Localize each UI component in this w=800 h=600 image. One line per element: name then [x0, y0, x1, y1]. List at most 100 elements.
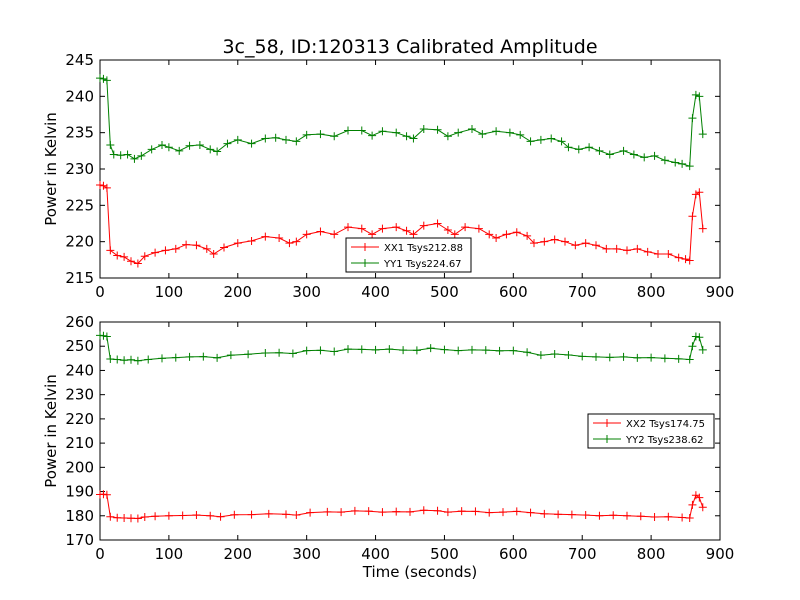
data-point-marker — [133, 259, 142, 268]
y-tick-label: 190 — [65, 483, 94, 501]
series-line — [99, 77, 704, 167]
data-point-marker — [633, 244, 642, 253]
data-point-marker — [247, 139, 256, 148]
data-point-marker — [602, 244, 611, 253]
data-point-marker — [330, 347, 339, 356]
y-tick-label: 240 — [65, 361, 94, 379]
data-point-marker — [443, 226, 452, 235]
data-point-marker — [247, 510, 256, 519]
y-tick-label: 230 — [65, 386, 94, 404]
data-point-marker — [512, 228, 521, 237]
x-tick-label: 200 — [223, 283, 252, 301]
x-tick-label: 900 — [706, 545, 735, 563]
legend-swatch-marker — [603, 419, 611, 427]
legend-label: XX1 Tsys212.88 — [384, 243, 463, 254]
legend-swatch-marker — [361, 243, 369, 251]
data-point-marker — [316, 227, 325, 236]
data-point-marker — [302, 346, 311, 355]
data-point-marker — [316, 130, 325, 139]
data-point-marker — [695, 188, 704, 197]
x-tick-label: 500 — [430, 283, 459, 301]
y-tick-label: 235 — [65, 124, 94, 142]
data-point-marker — [151, 248, 160, 257]
y-tick-label: 260 — [65, 313, 94, 331]
data-point-marker — [223, 139, 232, 148]
x-tick-label: 0 — [95, 283, 105, 301]
data-point-marker — [526, 508, 535, 517]
data-point-marker — [120, 356, 129, 365]
y-tick-label: 225 — [65, 196, 94, 214]
data-point-marker — [481, 346, 490, 355]
x-tick-label: 300 — [292, 283, 321, 301]
data-point-marker — [216, 512, 225, 521]
data-point-marker — [457, 507, 466, 516]
data-point-marker — [540, 509, 549, 518]
data-point-marker — [127, 257, 135, 266]
data-point-marker — [605, 353, 614, 362]
x-tick-label: 0 — [95, 545, 105, 563]
data-point-marker — [471, 507, 480, 516]
data-point-marker — [164, 511, 173, 520]
data-point-marker — [550, 235, 559, 244]
data-point-marker — [523, 348, 532, 357]
data-point-marker — [233, 239, 242, 248]
data-point-marker — [495, 346, 504, 355]
data-point-marker — [140, 512, 149, 521]
data-point-marker — [137, 151, 146, 160]
data-point-marker — [526, 137, 535, 146]
data-point-marker — [647, 353, 656, 362]
data-point-marker — [468, 345, 476, 354]
data-point-marker — [368, 131, 377, 140]
data-point-marker — [691, 332, 700, 341]
data-point-marker — [199, 352, 208, 361]
data-point-marker — [171, 244, 180, 253]
data-point-marker — [392, 223, 401, 232]
data-point-marker — [306, 508, 315, 517]
legend-label: YY2 Tsys238.62 — [625, 435, 704, 446]
data-point-marker — [433, 506, 442, 515]
data-point-marker — [640, 153, 649, 162]
data-point-marker — [182, 240, 191, 249]
data-point-marker — [133, 514, 142, 523]
data-point-marker — [499, 508, 507, 517]
data-point-marker — [516, 130, 525, 139]
data-point-marker — [158, 354, 166, 363]
y-tick-label: 220 — [65, 410, 94, 428]
data-point-marker — [195, 141, 204, 150]
figure-title: 3c_58, ID:120313 Calibrated Amplitude — [222, 36, 597, 58]
data-point-marker — [561, 237, 569, 246]
data-point-marker — [106, 246, 115, 255]
data-point-marker — [619, 146, 628, 155]
data-point-marker — [554, 510, 563, 519]
data-point-marker — [113, 355, 122, 364]
data-point-marker — [378, 224, 387, 233]
legend-box — [587, 413, 715, 449]
data-point-marker — [691, 90, 700, 99]
data-point-marker — [685, 513, 694, 522]
data-point-marker — [440, 345, 449, 354]
data-point-marker — [409, 230, 418, 239]
data-point-marker — [654, 250, 662, 259]
data-point-marker — [674, 354, 683, 363]
data-point-marker — [147, 145, 156, 154]
legend-label: YY1 Tsys224.67 — [383, 259, 462, 270]
data-point-marker — [678, 159, 687, 168]
data-point-marker — [571, 241, 580, 250]
x-axis-label: Time (seconds) — [362, 563, 478, 581]
data-point-marker — [192, 511, 201, 520]
data-point-marker — [636, 512, 645, 521]
data-point-marker — [120, 513, 129, 522]
data-point-marker — [285, 239, 294, 248]
y-tick-label: 245 — [65, 51, 94, 69]
data-point-marker — [144, 355, 153, 364]
y-tick-label: 220 — [65, 233, 94, 251]
data-point-marker — [698, 130, 707, 139]
data-point-marker — [409, 134, 418, 143]
data-point-marker — [643, 247, 652, 256]
data-point-marker — [660, 156, 669, 165]
data-point-marker — [106, 355, 115, 364]
data-point-marker — [595, 511, 604, 520]
data-point-marker — [688, 500, 697, 509]
data-point-marker — [695, 333, 704, 342]
